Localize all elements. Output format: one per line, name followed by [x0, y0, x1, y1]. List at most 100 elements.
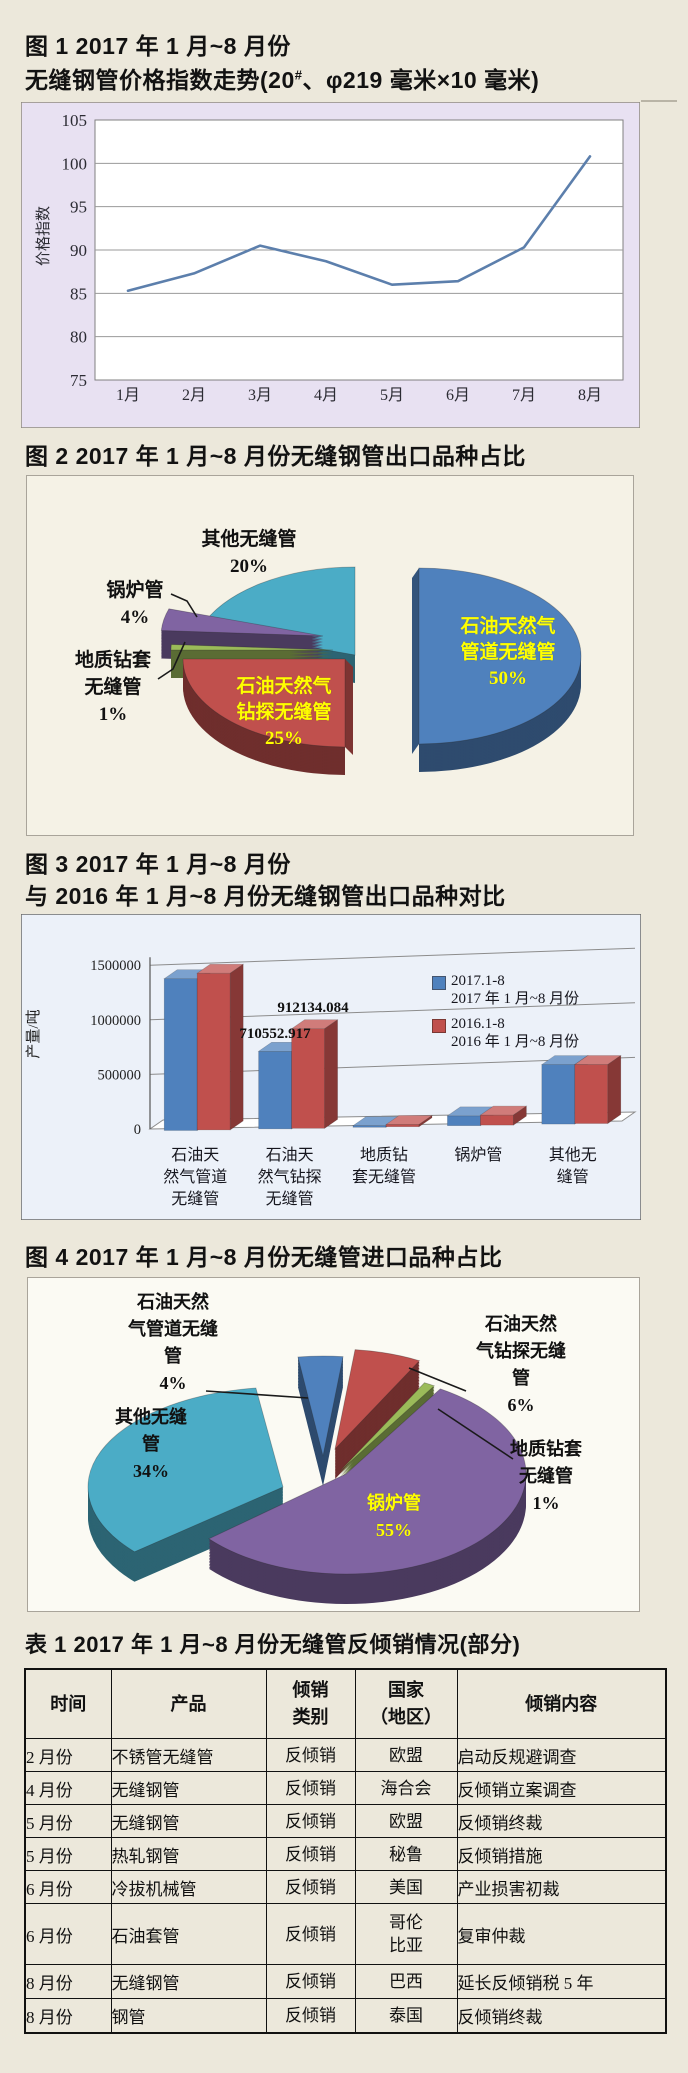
table-cell: 泰国 [354, 1998, 458, 2033]
figure4-title: 图 4 2017 年 1 月~8 月份无缝管进口品种占比 [25, 1244, 503, 1270]
table-cell: 反倾销措施 [456, 1837, 667, 1871]
table-cell: 产业损害初裁 [456, 1870, 667, 1904]
y-tick-label: 1500000 [90, 958, 141, 974]
pie2-label-other-seamless: 其他无缝管 20% [201, 529, 297, 577]
x-tick-label: 7月 [512, 387, 536, 404]
table-cell: 6 月份 [24, 1870, 112, 1904]
pie-slice-0 [297, 1355, 344, 1457]
pie-slice-2 [170, 644, 334, 651]
table-cell: 无缝钢管 [110, 1804, 267, 1838]
figure1-title-line1: 图 1 2017 年 1 月~8 月份 [25, 33, 291, 59]
pie2-label-geo-drill: 地质钻套 无缝管 1% [74, 650, 152, 725]
label-leader-line [408, 1367, 467, 1392]
table-cell: 海合会 [354, 1771, 458, 1805]
label-leader-line [170, 593, 198, 618]
figure2-pie-chart: 其他无缝管 20% 锅炉管 4% 地质钻套 无缝管 1% 石油天然气 钻探无缝管… [26, 475, 634, 836]
label-leader-line [437, 1408, 514, 1460]
table-cell: 启动反规避调查 [456, 1738, 667, 1772]
bar-2016.1-8-cat4 [574, 1064, 609, 1124]
bar-2016.1-8-cat0 [196, 972, 231, 1131]
table-cell: 石油套管 [110, 1903, 267, 1965]
y-tick-label: 90 [70, 241, 87, 260]
bar-datalabel-2016: 912134.084 [277, 1000, 349, 1016]
figure4-pie-chart: 石油天然 气管道无缝 管 4% 其他无缝 管 34% 石油天然 气钻探无缝 管 … [27, 1277, 640, 1612]
y-tick-label: 100 [62, 154, 88, 173]
figure3-title-line1: 图 3 2017 年 1 月~8 月份 [25, 851, 291, 877]
pie4-label-boiler: 锅炉管 55% [367, 1493, 421, 1540]
scan-artifact-line [641, 100, 677, 102]
table-cell: 热轧钢管 [110, 1837, 267, 1871]
bar-2017.1-8-cat4 [541, 1064, 576, 1125]
table-cell: 巴西 [354, 1964, 458, 1999]
bar-2017.1-8-cat1 [258, 1050, 292, 1130]
pie-slice-1 [334, 1349, 421, 1451]
table-row: 8 月份 钢管 反倾销 泰国 反倾销终裁 [24, 1998, 667, 2033]
table-cell: 8 月份 [24, 1998, 112, 2033]
table-cell: 反倾销 [265, 1837, 356, 1871]
table-cell: 不锈管无缝管 [110, 1738, 267, 1772]
pie2-label-pipeline: 石油天然气 管道无缝管 50% [460, 616, 556, 689]
table-cell: 反倾销立案调查 [456, 1771, 667, 1805]
table-cell: 哥伦 比亚 [354, 1903, 458, 1965]
table-cell: 8 月份 [24, 1964, 112, 1999]
table-col-header-4: 倾销内容 [456, 1668, 667, 1739]
category-label: 石油天然气管道无缝管 [163, 1146, 227, 1208]
y-tick-label: 85 [70, 284, 87, 303]
legend-swatch-2016 [432, 1019, 446, 1033]
import-share-pie-svg [87, 1349, 527, 1605]
pie-slice-1 [182, 658, 346, 748]
pie-slice-3 [208, 1388, 527, 1575]
table-cell: 4 月份 [24, 1771, 112, 1805]
table-row: 6 月份 冷拔机械管 反倾销 美国 产业损害初裁 [24, 1870, 667, 1904]
table-row: 5 月份 热轧钢管 反倾销 秘鲁 反倾销措施 [24, 1837, 667, 1871]
x-tick-label: 1月 [116, 387, 140, 404]
legend-2017-line2: 2017 年 1 月~8 月份 [451, 991, 580, 1007]
bar-2016.1-8-cat2 [385, 1124, 420, 1128]
table-cell: 反倾销 [265, 1964, 356, 1999]
x-tick-label: 5月 [380, 387, 404, 404]
bar-2017.1-8-cat3 [447, 1115, 481, 1126]
pie-slice-0 [418, 567, 582, 745]
figure1-title-line2-sup: # [294, 67, 303, 83]
anti-dumping-table: 时间 产品 倾销 类别 国家 （地区） 倾销内容 2 月份 不锈管无缝管 反倾销 欧盟 启动反规… [24, 1668, 667, 2034]
table-cell: 秘鲁 [354, 1837, 458, 1871]
price-index-line-chart-svg: 75 80 85 90 95 100 105 1月 2月 3月 4月 5月 6月 7月 8月 价格指数 [21, 102, 640, 428]
export-share-pie-svg [157, 566, 582, 775]
table-cell: 反倾销 [265, 1903, 356, 1965]
x-tick-label: 6月 [446, 387, 470, 404]
table-cell: 2 月份 [24, 1738, 112, 1772]
label-leader-line [205, 1390, 309, 1399]
legend-2016-line2: 2016 年 1 月~8 月份 [451, 1034, 580, 1050]
table-row: 4 月份 无缝钢管 反倾销 海合会 反倾销立案调查 [24, 1771, 667, 1805]
pie4-label-other: 其他无缝 管 34% [115, 1407, 187, 1481]
table-cell: 复审仲裁 [456, 1903, 667, 1965]
pie-slice-2 [339, 1382, 436, 1472]
category-label: 地质钻套无缝管 [352, 1146, 416, 1186]
table-cell: 反倾销终裁 [456, 1804, 667, 1838]
bar-2016.1-8-cat1 [291, 1028, 325, 1129]
figure3-title-line2: 与 2016 年 1 月~8 月份无缝钢管出口品种对比 [25, 883, 506, 909]
pie-slice-4 [87, 1387, 284, 1553]
table-cell: 钢管 [110, 1998, 267, 2033]
figure3-bar-chart: 0 500000 1000000 1500000 产量/吨 石油天然气管道无缝管 石油天然气… [21, 914, 641, 1220]
table-cell: 延长反倾销税 5 年 [456, 1964, 667, 1999]
table-cell: 无缝钢管 [110, 1771, 267, 1805]
table-col-header-2: 倾销 类别 [265, 1668, 356, 1739]
export-compare-bar-svg: 0 500000 1000000 1500000 产量/吨石油天然气管道无缝管石油天然气… [21, 914, 641, 1220]
bar-2017.1-8-cat0 [163, 978, 198, 1131]
figure1-title-line2-post: 、φ219 毫米×10 毫米) [302, 67, 540, 93]
table-cell: 欧盟 [354, 1738, 458, 1772]
table-cell: 反倾销 [265, 1771, 356, 1805]
legend-2017-line1: 2017.1-8 [451, 973, 505, 989]
table-row: 8 月份 无缝钢管 反倾销 巴西 延长反倾销税 5 年 [24, 1964, 667, 1999]
label-leader-line [157, 641, 186, 680]
y-tick-label: 95 [70, 198, 87, 217]
y-tick-label: 0 [134, 1122, 141, 1138]
table-cell: 6 月份 [24, 1903, 112, 1965]
pie2-label-drilling: 石油天然气 钻探无缝管 25% [236, 676, 332, 749]
bar-2016.1-8-cat3 [480, 1114, 514, 1126]
table-row: 2 月份 不锈管无缝管 反倾销 欧盟 启动反规避调查 [24, 1738, 667, 1772]
table-cell: 反倾销终裁 [456, 1998, 667, 2033]
figure1-title-line2-pre: 无缝钢管价格指数走势(20 [25, 67, 295, 93]
